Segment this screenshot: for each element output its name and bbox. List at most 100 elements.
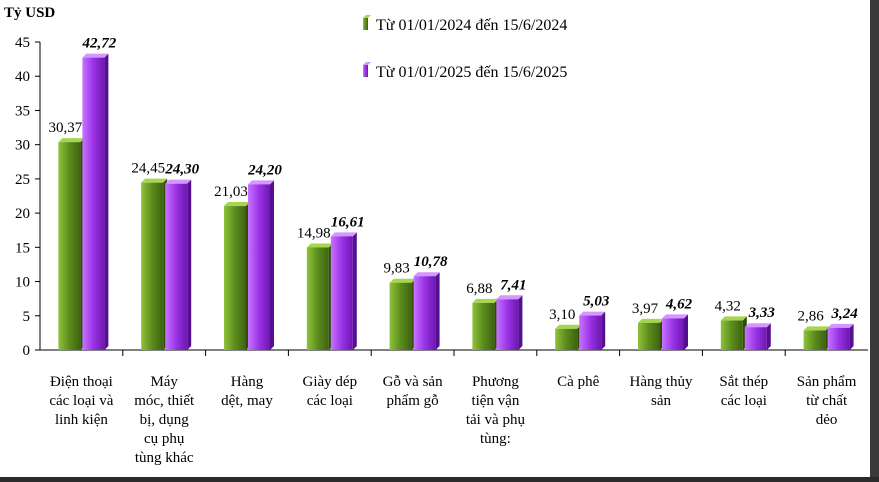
bar[interactable] <box>827 327 850 350</box>
bar[interactable] <box>413 276 436 350</box>
bar-top <box>827 323 854 328</box>
y-tick-label: 0 <box>23 343 31 359</box>
bar[interactable] <box>248 184 270 350</box>
data-label: 3,10 <box>549 307 575 323</box>
bar-top <box>579 311 606 316</box>
y-tick-label: 10 <box>15 275 30 291</box>
x-category-label-line: phẩm gỗ <box>387 393 439 409</box>
x-category-label-line: Sản phẩm <box>797 374 857 390</box>
bar-top <box>744 323 771 328</box>
bar-top <box>58 138 85 143</box>
bar-top <box>720 316 747 321</box>
bar-top <box>248 180 274 185</box>
bar[interactable] <box>496 299 519 350</box>
bar-side <box>684 314 688 350</box>
y-tick-label: 45 <box>15 35 30 51</box>
x-category-label: Hàng thủy sản <box>630 374 693 409</box>
x-category-label-line: dệt, may <box>221 393 273 409</box>
bar-side <box>766 323 771 350</box>
legend-swatch-top <box>363 62 371 65</box>
bar-top <box>82 53 109 58</box>
bar-side <box>601 311 606 350</box>
legend-swatch <box>363 18 368 30</box>
y-tick-label: 35 <box>15 103 30 119</box>
y-tick-label: 5 <box>23 309 31 325</box>
bar[interactable] <box>803 330 826 350</box>
x-category-label-line: Máy <box>150 374 178 390</box>
bar[interactable] <box>744 327 767 350</box>
legend-item[interactable]: Từ 01/01/2025 đến 15/6/2025 <box>363 62 567 81</box>
legend-label: Từ 01/01/2025 đến 15/6/2025 <box>376 64 567 81</box>
bar[interactable] <box>165 183 188 350</box>
y-tick-label: 15 <box>15 240 30 256</box>
bar[interactable] <box>579 315 602 350</box>
x-category-label-line: Sắt thép <box>719 374 768 390</box>
data-label: 10,78 <box>414 254 448 270</box>
y-tick-label: 30 <box>15 138 30 154</box>
bar-top <box>306 243 333 248</box>
bar[interactable] <box>82 57 105 350</box>
bar[interactable] <box>389 282 412 350</box>
bar-chart: Tỷ USD 0 5 10 15 20 25 30 35 40 45 30,37 42,72 Điện… <box>4 5 868 466</box>
x-category-label-line: các loại <box>721 393 767 409</box>
bar-top <box>165 179 192 184</box>
data-label: 4,32 <box>715 298 741 314</box>
bar[interactable] <box>306 247 329 350</box>
bar-top <box>472 298 499 303</box>
x-category-label: Gỗ và sản phẩm gỗ <box>383 374 443 409</box>
data-label: 2,86 <box>797 308 824 324</box>
bar[interactable] <box>662 318 684 350</box>
y-tick-label: 20 <box>15 206 30 222</box>
bar-side <box>849 323 854 350</box>
x-category-label-line: bị, dụng <box>140 412 190 428</box>
bar[interactable] <box>472 302 495 350</box>
data-label: 3,97 <box>632 301 659 317</box>
bar-side <box>435 272 440 350</box>
bar[interactable] <box>330 236 353 350</box>
data-label: 7,41 <box>500 277 526 293</box>
legend-label: Từ 01/01/2024 đến 15/6/2024 <box>376 17 567 34</box>
x-category-label: Cà phê <box>557 374 599 390</box>
legend-item[interactable]: Từ 01/01/2024 đến 15/6/2024 <box>363 15 567 34</box>
bar[interactable] <box>555 328 578 350</box>
x-category-label: Điện thoại các loại và linh kiện <box>49 374 113 428</box>
x-category-label: Sắt thép các loại <box>719 374 768 409</box>
x-category-label-line: tùng: <box>480 431 511 447</box>
data-label: 30,37 <box>49 120 83 136</box>
x-category-label-line: Hàng <box>231 374 264 390</box>
data-label: 9,83 <box>383 261 409 277</box>
bar[interactable] <box>720 320 743 350</box>
bar[interactable] <box>638 322 660 350</box>
bar[interactable] <box>224 206 246 350</box>
bar-top <box>555 324 582 329</box>
x-category-label-line: Gỗ và sản <box>383 374 443 390</box>
legend-swatch-top <box>363 15 371 18</box>
x-category-label-line: các loại <box>307 393 353 409</box>
y-tick-label: 40 <box>15 69 30 85</box>
bar-top <box>413 272 440 277</box>
x-category-label-line: tùng khác <box>135 450 194 466</box>
data-label: 3,33 <box>748 305 776 321</box>
x-category-label-line: Hàng thủy <box>630 374 693 390</box>
x-category-label: Sản phẩm từ chất dẻo <box>797 374 857 428</box>
x-category-label-line: móc, thiết <box>134 393 195 409</box>
data-label: 6,88 <box>466 281 492 297</box>
data-label: 24,20 <box>247 162 282 178</box>
chart-frame: Tỷ USD 0 5 10 15 20 25 30 35 40 45 30,37 42,72 Điện… <box>0 0 870 477</box>
x-category-label-line: dẻo <box>816 412 838 428</box>
bar-top <box>638 318 664 323</box>
bar-top <box>496 295 523 300</box>
y-axis-unit-label: Tỷ USD <box>4 5 55 21</box>
window-edge <box>870 0 879 477</box>
x-category-label-line: Điện thoại <box>50 374 113 390</box>
data-label: 24,30 <box>164 162 199 178</box>
data-label: 42,72 <box>82 36 117 52</box>
bar-top <box>803 326 830 331</box>
bar-side <box>518 295 523 350</box>
bar-side <box>187 179 192 350</box>
x-category-label-line: tiện vận <box>471 393 519 409</box>
bar[interactable] <box>141 182 164 350</box>
legend-swatch <box>363 65 368 77</box>
data-label: 3,24 <box>830 306 858 322</box>
bar[interactable] <box>58 142 81 350</box>
